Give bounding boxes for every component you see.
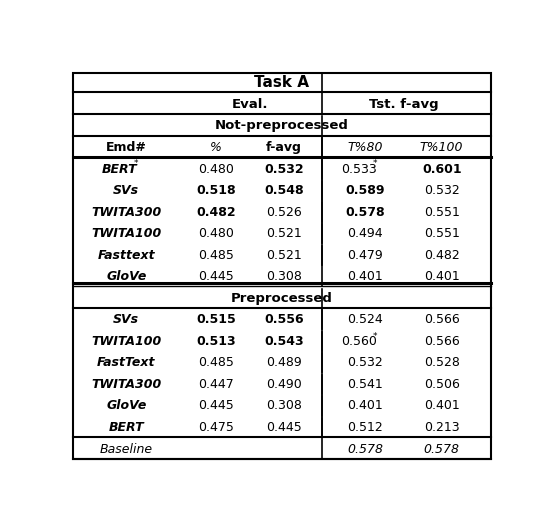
Text: Emd#: Emd# [106, 141, 147, 154]
Text: 0.482: 0.482 [424, 249, 460, 262]
Text: 0.401: 0.401 [347, 270, 383, 283]
Text: 0.475: 0.475 [198, 421, 234, 434]
Text: T%100: T%100 [420, 141, 464, 154]
Text: *: * [372, 332, 377, 341]
Text: 0.213: 0.213 [424, 421, 460, 434]
Text: SVs: SVs [113, 313, 139, 326]
Text: 0.578: 0.578 [347, 442, 383, 455]
Text: 0.518: 0.518 [196, 184, 235, 197]
Text: 0.401: 0.401 [347, 399, 383, 412]
Text: 0.445: 0.445 [198, 270, 234, 283]
Text: 0.445: 0.445 [266, 421, 302, 434]
Text: 0.551: 0.551 [424, 227, 460, 240]
Text: 0.485: 0.485 [198, 356, 234, 369]
Text: TWITA100: TWITA100 [91, 227, 161, 240]
FancyBboxPatch shape [73, 73, 491, 459]
Text: Fasttext: Fasttext [97, 249, 155, 262]
Text: 0.532: 0.532 [424, 184, 460, 197]
Text: 0.566: 0.566 [424, 335, 460, 348]
Text: 0.532: 0.532 [264, 163, 304, 176]
Text: Task A: Task A [254, 76, 309, 91]
Text: 0.445: 0.445 [198, 399, 234, 412]
Text: 0.532: 0.532 [347, 356, 383, 369]
Text: 0.556: 0.556 [264, 313, 304, 326]
Text: Not-preprocessed: Not-preprocessed [215, 120, 349, 133]
Text: 0.566: 0.566 [424, 313, 460, 326]
Text: 0.401: 0.401 [424, 399, 460, 412]
Text: SVs: SVs [113, 184, 139, 197]
Text: 0.401: 0.401 [424, 270, 460, 283]
Text: 0.543: 0.543 [264, 335, 304, 348]
Text: Eval.: Eval. [232, 98, 268, 111]
Text: GloVe: GloVe [106, 270, 146, 283]
Text: Preprocessed: Preprocessed [231, 292, 333, 305]
Text: 0.490: 0.490 [266, 378, 302, 391]
Text: 0.541: 0.541 [347, 378, 383, 391]
Text: 0.485: 0.485 [198, 249, 234, 262]
Text: T%80: T%80 [347, 141, 383, 154]
Text: 0.560: 0.560 [340, 335, 377, 348]
Text: 0.482: 0.482 [196, 206, 235, 219]
Text: 0.515: 0.515 [196, 313, 236, 326]
Text: 0.578: 0.578 [424, 442, 460, 455]
Text: 0.489: 0.489 [266, 356, 302, 369]
Text: 0.589: 0.589 [345, 184, 385, 197]
Text: f-avg: f-avg [266, 141, 302, 154]
Text: %: % [210, 141, 222, 154]
Text: 0.308: 0.308 [266, 270, 302, 283]
Text: 0.447: 0.447 [198, 378, 234, 391]
Text: *: * [134, 160, 139, 168]
Text: Baseline: Baseline [100, 442, 153, 455]
Text: 0.601: 0.601 [422, 163, 461, 176]
Text: BERT: BERT [108, 421, 144, 434]
Text: 0.512: 0.512 [347, 421, 383, 434]
Text: 0.526: 0.526 [266, 206, 302, 219]
Text: 0.480: 0.480 [198, 163, 234, 176]
Text: 0.551: 0.551 [424, 206, 460, 219]
Text: TWITA300: TWITA300 [91, 206, 161, 219]
Text: 0.578: 0.578 [345, 206, 385, 219]
Text: 0.521: 0.521 [266, 249, 302, 262]
Text: TWITA300: TWITA300 [91, 378, 161, 391]
Text: 0.308: 0.308 [266, 399, 302, 412]
Text: 0.524: 0.524 [347, 313, 383, 326]
Text: 0.533: 0.533 [340, 163, 376, 176]
Text: FastText: FastText [97, 356, 156, 369]
Text: 0.506: 0.506 [424, 378, 460, 391]
Text: 0.548: 0.548 [264, 184, 304, 197]
Text: 0.494: 0.494 [347, 227, 383, 240]
Text: 0.480: 0.480 [198, 227, 234, 240]
Text: BERT: BERT [102, 163, 138, 176]
Text: *: * [372, 160, 377, 168]
Text: 0.528: 0.528 [424, 356, 460, 369]
Text: 0.521: 0.521 [266, 227, 302, 240]
Text: GloVe: GloVe [106, 399, 146, 412]
Text: Tst. f-avg: Tst. f-avg [368, 98, 438, 111]
Text: 0.513: 0.513 [196, 335, 235, 348]
Text: 0.479: 0.479 [347, 249, 383, 262]
Text: TWITA100: TWITA100 [91, 335, 161, 348]
